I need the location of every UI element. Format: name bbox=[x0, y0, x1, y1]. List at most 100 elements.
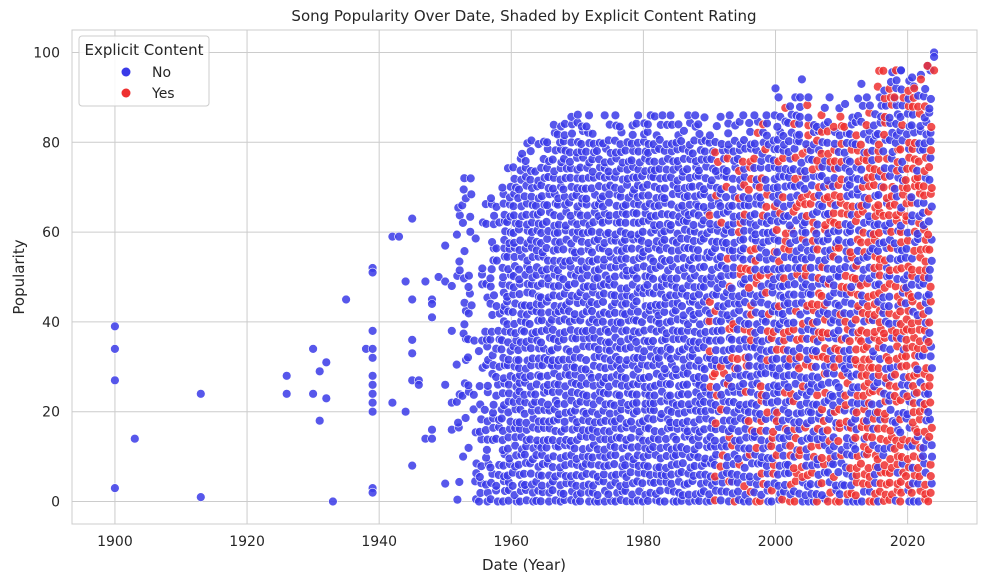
data-point bbox=[475, 381, 485, 391]
data-point bbox=[884, 292, 894, 302]
data-point bbox=[927, 452, 937, 462]
data-point bbox=[833, 325, 844, 336]
data-point bbox=[840, 262, 850, 272]
data-point bbox=[812, 219, 823, 230]
data-point bbox=[524, 319, 535, 329]
data-point bbox=[906, 120, 917, 131]
data-point bbox=[483, 381, 493, 391]
data-point bbox=[749, 139, 760, 149]
data-point bbox=[463, 443, 474, 453]
data-point bbox=[459, 246, 470, 256]
data-point bbox=[840, 99, 850, 109]
data-point bbox=[929, 65, 939, 76]
data-point bbox=[427, 425, 437, 435]
data-point bbox=[850, 315, 861, 325]
data-point bbox=[400, 407, 411, 417]
data-point bbox=[660, 183, 670, 194]
data-point bbox=[655, 486, 665, 496]
data-point bbox=[924, 289, 934, 300]
data-point bbox=[789, 279, 800, 289]
data-point bbox=[458, 218, 468, 228]
data-point bbox=[526, 343, 536, 353]
data-point bbox=[671, 434, 681, 445]
x-tick-label: 1900 bbox=[97, 534, 133, 550]
data-point bbox=[923, 496, 933, 506]
data-point bbox=[637, 478, 647, 488]
data-point bbox=[788, 229, 799, 239]
data-point bbox=[699, 373, 710, 383]
data-point bbox=[514, 264, 524, 275]
data-point bbox=[648, 274, 658, 284]
data-point bbox=[678, 310, 689, 321]
data-point bbox=[659, 364, 670, 374]
data-point bbox=[891, 75, 902, 86]
data-point bbox=[920, 84, 930, 94]
data-point bbox=[812, 317, 822, 327]
data-point bbox=[514, 289, 525, 299]
data-point bbox=[580, 364, 591, 375]
data-point bbox=[471, 233, 481, 244]
data-point bbox=[569, 443, 580, 454]
data-point bbox=[829, 280, 839, 290]
data-point bbox=[614, 390, 624, 400]
data-point bbox=[727, 334, 737, 345]
data-point bbox=[477, 263, 487, 274]
data-point bbox=[706, 175, 717, 186]
data-point bbox=[468, 404, 479, 415]
data-point bbox=[761, 247, 771, 258]
data-point bbox=[547, 154, 558, 165]
x-axis-ticks: 1900 1920 1940 1960 1980 2000 2020 bbox=[97, 534, 925, 550]
data-point bbox=[548, 184, 558, 194]
data-point bbox=[407, 213, 417, 224]
data-point bbox=[850, 355, 861, 365]
data-point bbox=[721, 238, 731, 248]
data-point bbox=[926, 122, 936, 132]
data-point bbox=[542, 234, 552, 244]
data-point bbox=[907, 72, 917, 83]
data-point bbox=[679, 126, 689, 136]
data-point bbox=[788, 318, 799, 328]
data-point bbox=[744, 283, 754, 293]
data-point bbox=[520, 156, 531, 166]
data-point bbox=[926, 256, 937, 266]
data-point bbox=[559, 417, 570, 427]
data-point bbox=[110, 321, 120, 332]
data-point bbox=[657, 110, 668, 121]
data-point bbox=[900, 175, 911, 185]
data-point bbox=[440, 380, 450, 390]
data-point bbox=[367, 380, 378, 390]
data-point bbox=[642, 280, 653, 290]
data-point bbox=[901, 471, 911, 481]
data-point bbox=[592, 146, 602, 156]
data-point bbox=[828, 459, 838, 469]
data-point bbox=[466, 173, 476, 184]
data-point bbox=[648, 336, 658, 346]
data-point bbox=[726, 283, 737, 293]
x-tick-label: 2020 bbox=[890, 534, 926, 550]
data-point bbox=[835, 111, 846, 122]
data-point bbox=[474, 496, 484, 507]
data-point bbox=[862, 92, 872, 103]
data-point bbox=[867, 432, 877, 442]
data-point bbox=[666, 220, 676, 230]
data-point bbox=[738, 234, 748, 245]
data-point bbox=[895, 427, 905, 437]
data-point bbox=[925, 136, 936, 146]
data-point bbox=[447, 281, 457, 291]
data-point bbox=[485, 334, 495, 345]
data-point bbox=[638, 227, 648, 237]
data-point bbox=[856, 79, 867, 89]
data-point bbox=[766, 441, 776, 451]
data-point bbox=[648, 256, 658, 266]
data-point bbox=[367, 267, 378, 278]
data-point bbox=[367, 326, 378, 336]
data-point bbox=[902, 183, 912, 193]
data-point bbox=[420, 276, 431, 287]
data-point bbox=[547, 485, 558, 495]
data-point bbox=[676, 136, 686, 146]
data-point bbox=[631, 208, 642, 219]
data-point bbox=[800, 228, 811, 238]
data-point bbox=[926, 145, 936, 155]
data-point bbox=[924, 216, 934, 227]
data-point bbox=[633, 307, 643, 317]
